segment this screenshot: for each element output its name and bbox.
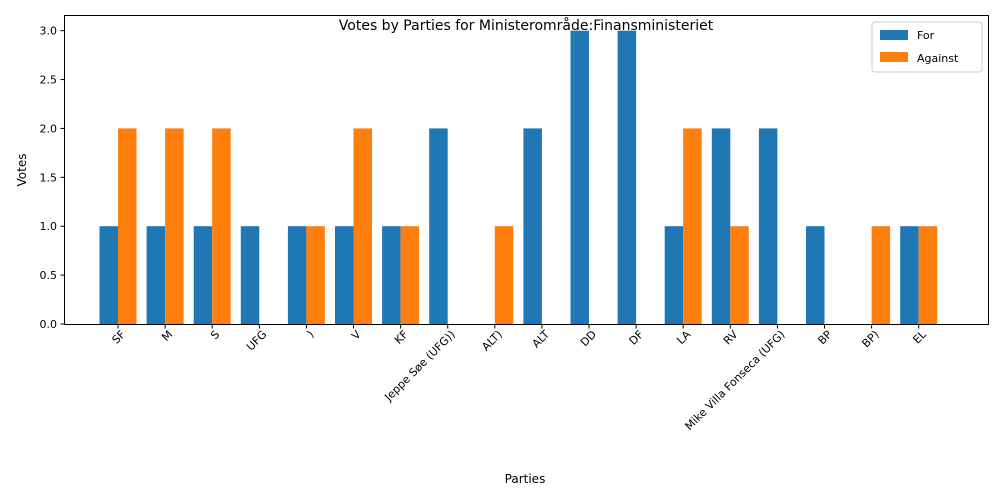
bar-for-v-5: [335, 226, 354, 324]
bar-for-el-17: [900, 226, 919, 324]
x-tick-label-m-1: M: [159, 328, 175, 344]
legend-label-against: Against: [917, 52, 959, 65]
x-tick-label-sym-4: ): [304, 328, 316, 340]
legend: For Against: [871, 21, 983, 73]
bar-for-s-2: [193, 226, 213, 324]
x-tick-label-mike-villa-fonseca-ufg-14: Mike Villa Fonseca (UFG): [683, 328, 788, 433]
x-tick-label-la-12: LA: [674, 328, 693, 347]
bar-against-bp-16: [871, 226, 891, 324]
y-tick-label-6: 3.0: [40, 25, 58, 38]
bar-against-m-1: [165, 128, 184, 324]
y-tick-label-5: 2.5: [40, 74, 58, 87]
x-tick-label-alt-9: ALT: [529, 328, 552, 351]
bar-against-rv-13: [730, 226, 749, 324]
bar-against-v-5: [353, 128, 372, 324]
x-tick-label-rv-13: RV: [721, 328, 741, 348]
legend-swatch-for: [880, 30, 908, 40]
bar-for-la-12: [664, 226, 684, 324]
x-tick-label-s-2: S: [208, 328, 222, 342]
bar-against-sf-0: [118, 128, 137, 324]
y-tick-label-3: 1.5: [40, 171, 58, 184]
x-tick-label-dd-10: DD: [578, 328, 599, 349]
bar-for-sf-0: [99, 226, 118, 324]
x-tick-label-kf-6: KF: [392, 328, 411, 347]
bar-for-sym-4: [287, 226, 307, 324]
x-tick-label-bp-16: BP): [859, 328, 881, 350]
x-tick-label-v-5: V: [349, 328, 364, 343]
bar-for-jeppe-s-e-ufg-7: [429, 128, 448, 324]
legend-label-for: For: [917, 29, 935, 42]
bar-for-bp-15: [806, 226, 825, 324]
bar-for-alt-9: [523, 128, 542, 324]
y-tick-label-1: 0.5: [40, 269, 58, 282]
bar-for-mike-villa-fonseca-ufg-14: [758, 128, 778, 324]
y-axis: 0.0 0.5 1.0 1.5 2.0 2.5 3.0: [40, 25, 65, 331]
x-tick-label-bp-15: BP: [815, 328, 834, 347]
bar-against-el-17: [918, 226, 938, 324]
y-tick-label-0: 0.0: [40, 318, 58, 331]
bar-against-alt-8: [494, 226, 514, 324]
bars-layer: [99, 30, 938, 324]
x-tick-label-el-17: EL: [910, 327, 929, 346]
bar-for-m-1: [146, 226, 166, 324]
y-tick-label-4: 2.0: [40, 122, 58, 135]
bar-against-sym-4: [306, 226, 325, 324]
x-tick-label-df-11: DF: [627, 328, 647, 348]
bar-against-kf-6: [400, 226, 420, 324]
y-tick-label-2: 1.0: [40, 220, 58, 233]
bar-against-s-2: [212, 128, 231, 324]
legend-swatch-against: [880, 52, 908, 62]
bar-for-kf-6: [382, 226, 401, 324]
bar-for-rv-13: [711, 128, 731, 324]
x-tick-label-sf-0: SF: [110, 328, 129, 347]
plot-frame: [64, 15, 989, 325]
chart-title: Votes by Parties for Ministerområde:Fina…: [339, 17, 714, 34]
y-axis-label: Votes: [15, 154, 29, 187]
bar-for-ufg-3: [240, 226, 260, 324]
bar-for-df-11: [617, 30, 637, 324]
x-tick-label-ufg-3: UFG: [244, 328, 269, 353]
bar-against-la-12: [683, 128, 702, 324]
x-axis-label: Parties: [505, 472, 546, 486]
bar-for-dd-10: [570, 30, 589, 324]
x-tick-label-alt-8: ALT): [479, 328, 505, 354]
